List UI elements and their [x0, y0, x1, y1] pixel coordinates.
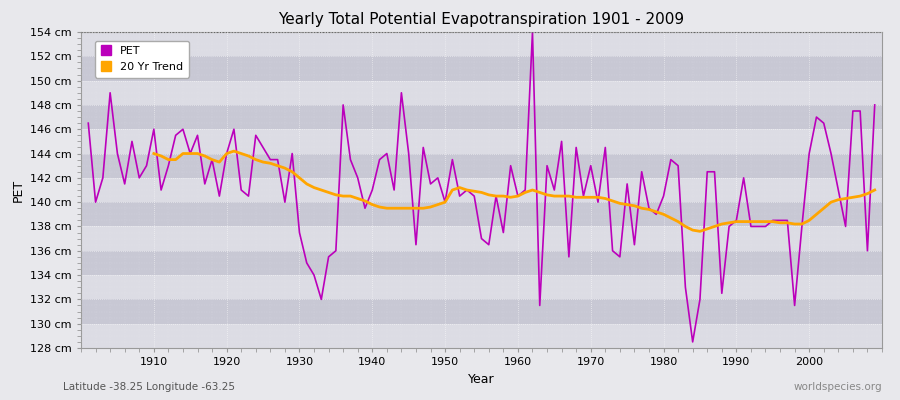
Text: worldspecies.org: worldspecies.org: [794, 382, 882, 392]
20 Yr Trend: [585, 195, 596, 200]
Line: PET: PET: [88, 32, 875, 342]
Legend: PET, 20 Yr Trend: PET, 20 Yr Trend: [94, 41, 189, 78]
20 Yr Trend: [825, 200, 836, 204]
Bar: [81, 324, 882, 348]
PET: [345, 157, 356, 162]
20 Yr Trend: [848, 195, 859, 200]
PET: [608, 248, 618, 253]
Bar: [81, 129, 882, 154]
Bar: [81, 299, 882, 324]
PET: [505, 163, 516, 168]
Bar: [81, 202, 882, 226]
Bar: [81, 251, 882, 275]
X-axis label: Year: Year: [468, 372, 495, 386]
20 Yr Trend: [869, 188, 880, 192]
Title: Yearly Total Potential Evapotranspiration 1901 - 2009: Yearly Total Potential Evapotranspiratio…: [278, 12, 685, 27]
Y-axis label: PET: PET: [12, 178, 24, 202]
Bar: [81, 105, 882, 129]
Text: Latitude -38.25 Longitude -63.25: Latitude -38.25 Longitude -63.25: [63, 382, 235, 392]
20 Yr Trend: [294, 176, 305, 180]
Line: 20 Yr Trend: 20 Yr Trend: [154, 151, 875, 231]
20 Yr Trend: [527, 188, 538, 192]
Bar: [81, 154, 882, 178]
PET: [688, 340, 698, 344]
Bar: [81, 81, 882, 105]
PET: [869, 102, 880, 107]
PET: [512, 194, 523, 198]
PET: [527, 30, 538, 34]
20 Yr Trend: [148, 151, 159, 156]
PET: [302, 260, 312, 265]
Bar: [81, 178, 882, 202]
Bar: [81, 56, 882, 81]
Bar: [81, 226, 882, 251]
Bar: [81, 275, 882, 299]
20 Yr Trend: [323, 190, 334, 195]
PET: [141, 163, 152, 168]
20 Yr Trend: [229, 149, 239, 154]
Bar: [81, 32, 882, 56]
PET: [83, 121, 94, 126]
20 Yr Trend: [695, 229, 706, 234]
